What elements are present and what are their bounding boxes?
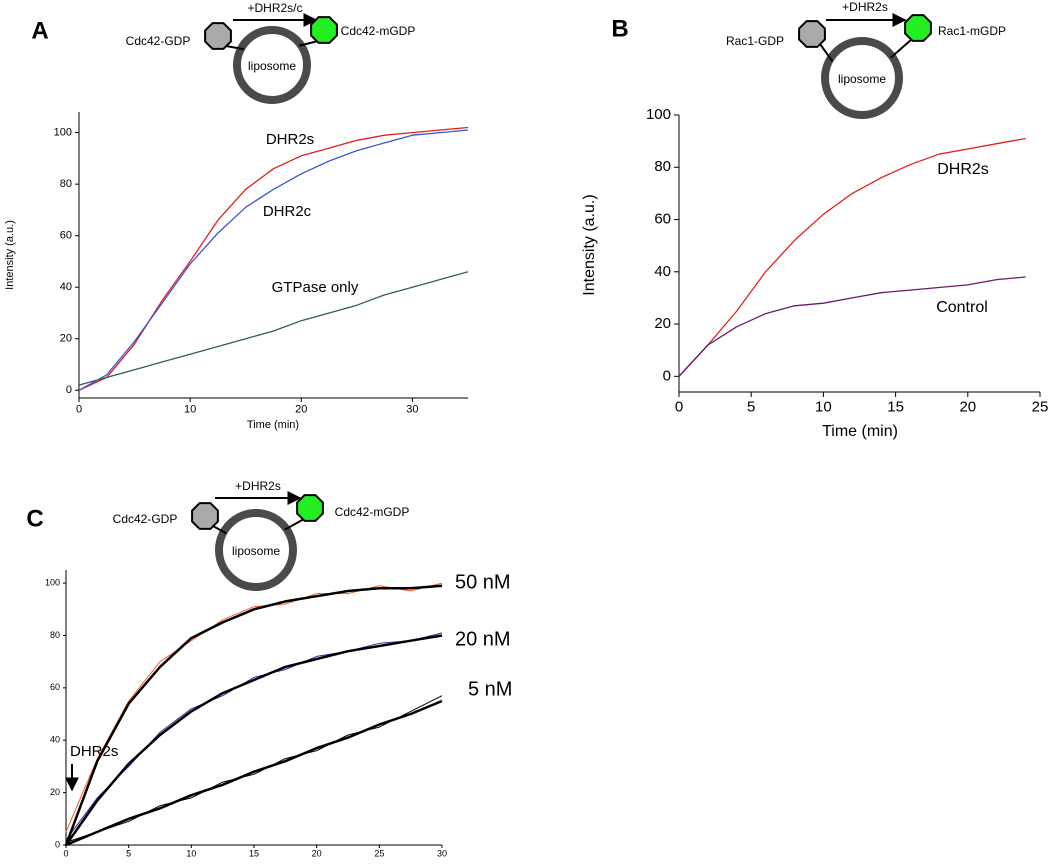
- y-tick-label: 20: [654, 315, 671, 332]
- connector: [819, 43, 834, 62]
- y-tick-label: 20: [50, 787, 60, 797]
- left-label: Rac1-GDP: [726, 34, 784, 48]
- liposome: [821, 37, 903, 119]
- x-tick-label: 5: [126, 849, 131, 859]
- liposome: [233, 26, 311, 104]
- x-tick-label: 25: [1032, 398, 1049, 415]
- y-tick-label: 80: [50, 630, 60, 640]
- left-label: Cdc42-GDP: [113, 512, 178, 526]
- series-line: [78, 271, 469, 386]
- series-line: [65, 695, 443, 843]
- fit-line: [65, 699, 443, 847]
- gdp-octagon: [798, 20, 826, 48]
- x-tick-label: 10: [815, 398, 832, 415]
- y-tick-label: 100: [54, 127, 72, 139]
- arrow-label: +DHR2s: [842, 0, 888, 14]
- series-label: DHR2c: [263, 203, 312, 220]
- series-label: GTPase only: [272, 279, 359, 296]
- series-line: [678, 276, 1026, 377]
- x-tick-label: 10: [186, 849, 196, 859]
- x-tick-label: 15: [249, 849, 259, 859]
- y-tick-label: 60: [60, 230, 72, 242]
- right-label: Rac1-mGDP: [938, 24, 1006, 38]
- x-tick-label: 10: [184, 404, 196, 416]
- x-axis-label: Time (min): [822, 423, 898, 440]
- right-label: Cdc42-mGDP: [335, 505, 410, 519]
- y-tick-label: 40: [654, 263, 671, 280]
- series-line: [78, 126, 469, 391]
- y-tick-label: 40: [50, 735, 60, 745]
- mgdp-octagon: [296, 494, 324, 522]
- connector: [225, 45, 245, 51]
- series-line: [65, 582, 443, 833]
- series-line: [78, 129, 469, 391]
- x-tick-label: 20: [959, 398, 976, 415]
- arrow-label: +DHR2s: [235, 479, 281, 493]
- x-tick-label: 25: [374, 849, 384, 859]
- panel-letter: A: [31, 17, 48, 44]
- y-axis-label: Intensity (a.u.): [4, 220, 16, 290]
- series-label: Control: [936, 299, 988, 316]
- gdp-octagon: [191, 502, 219, 530]
- panel-letter: C: [26, 505, 43, 532]
- y-tick-label: 0: [663, 367, 671, 384]
- series-label: DHR2s: [266, 131, 314, 148]
- y-tick-label: 20: [60, 333, 72, 345]
- left-label: Cdc42-GDP: [126, 34, 191, 48]
- y-tick-label: 100: [646, 106, 671, 123]
- y-tick-label: 40: [60, 281, 72, 293]
- x-tick-label: 20: [312, 849, 322, 859]
- x-tick-label: 30: [437, 849, 447, 859]
- x-tick-label: 0: [76, 404, 82, 416]
- x-tick-label: 0: [675, 398, 683, 415]
- y-axis-label: Intensity (a.u.): [581, 194, 598, 295]
- gdp-octagon: [204, 22, 232, 50]
- y-tick-label: 60: [50, 682, 60, 692]
- x-axis-label: Time (min): [247, 419, 299, 431]
- x-tick-label: 0: [63, 849, 68, 859]
- liposome: [215, 509, 297, 591]
- y-tick-label: 80: [60, 178, 72, 190]
- x-tick-label: 20: [295, 404, 307, 416]
- connector: [212, 525, 227, 535]
- y-tick-label: 60: [654, 210, 671, 227]
- series-label: 50 nM: [455, 571, 511, 593]
- panel-letter: B: [611, 15, 628, 42]
- x-tick-label: 5: [747, 398, 755, 415]
- series-line: [65, 632, 443, 841]
- series-line: [678, 137, 1026, 377]
- arrow-label: +DHR2s/c: [247, 1, 302, 15]
- y-tick-label: 100: [45, 577, 60, 587]
- fit-line: [64, 634, 443, 846]
- mgdp-octagon: [904, 14, 932, 42]
- connector: [284, 518, 305, 531]
- liposome-label: liposome: [248, 59, 296, 73]
- y-tick-label: 80: [654, 158, 671, 175]
- y-tick-label: 0: [55, 839, 60, 849]
- x-tick-label: 15: [887, 398, 904, 415]
- series-label: 5 nM: [468, 678, 512, 700]
- connector: [890, 38, 913, 59]
- x-tick-label: 30: [406, 404, 418, 416]
- liposome-label: liposome: [838, 72, 886, 86]
- liposome-label: liposome: [232, 544, 280, 558]
- right-label: Cdc42-mGDP: [341, 24, 416, 38]
- fit-line: [64, 584, 443, 846]
- annotation: DHR2s: [70, 743, 118, 760]
- connector: [299, 40, 319, 47]
- series-label: DHR2s: [937, 161, 989, 178]
- y-tick-label: 0: [66, 384, 72, 396]
- series-label: 20 nM: [455, 628, 511, 650]
